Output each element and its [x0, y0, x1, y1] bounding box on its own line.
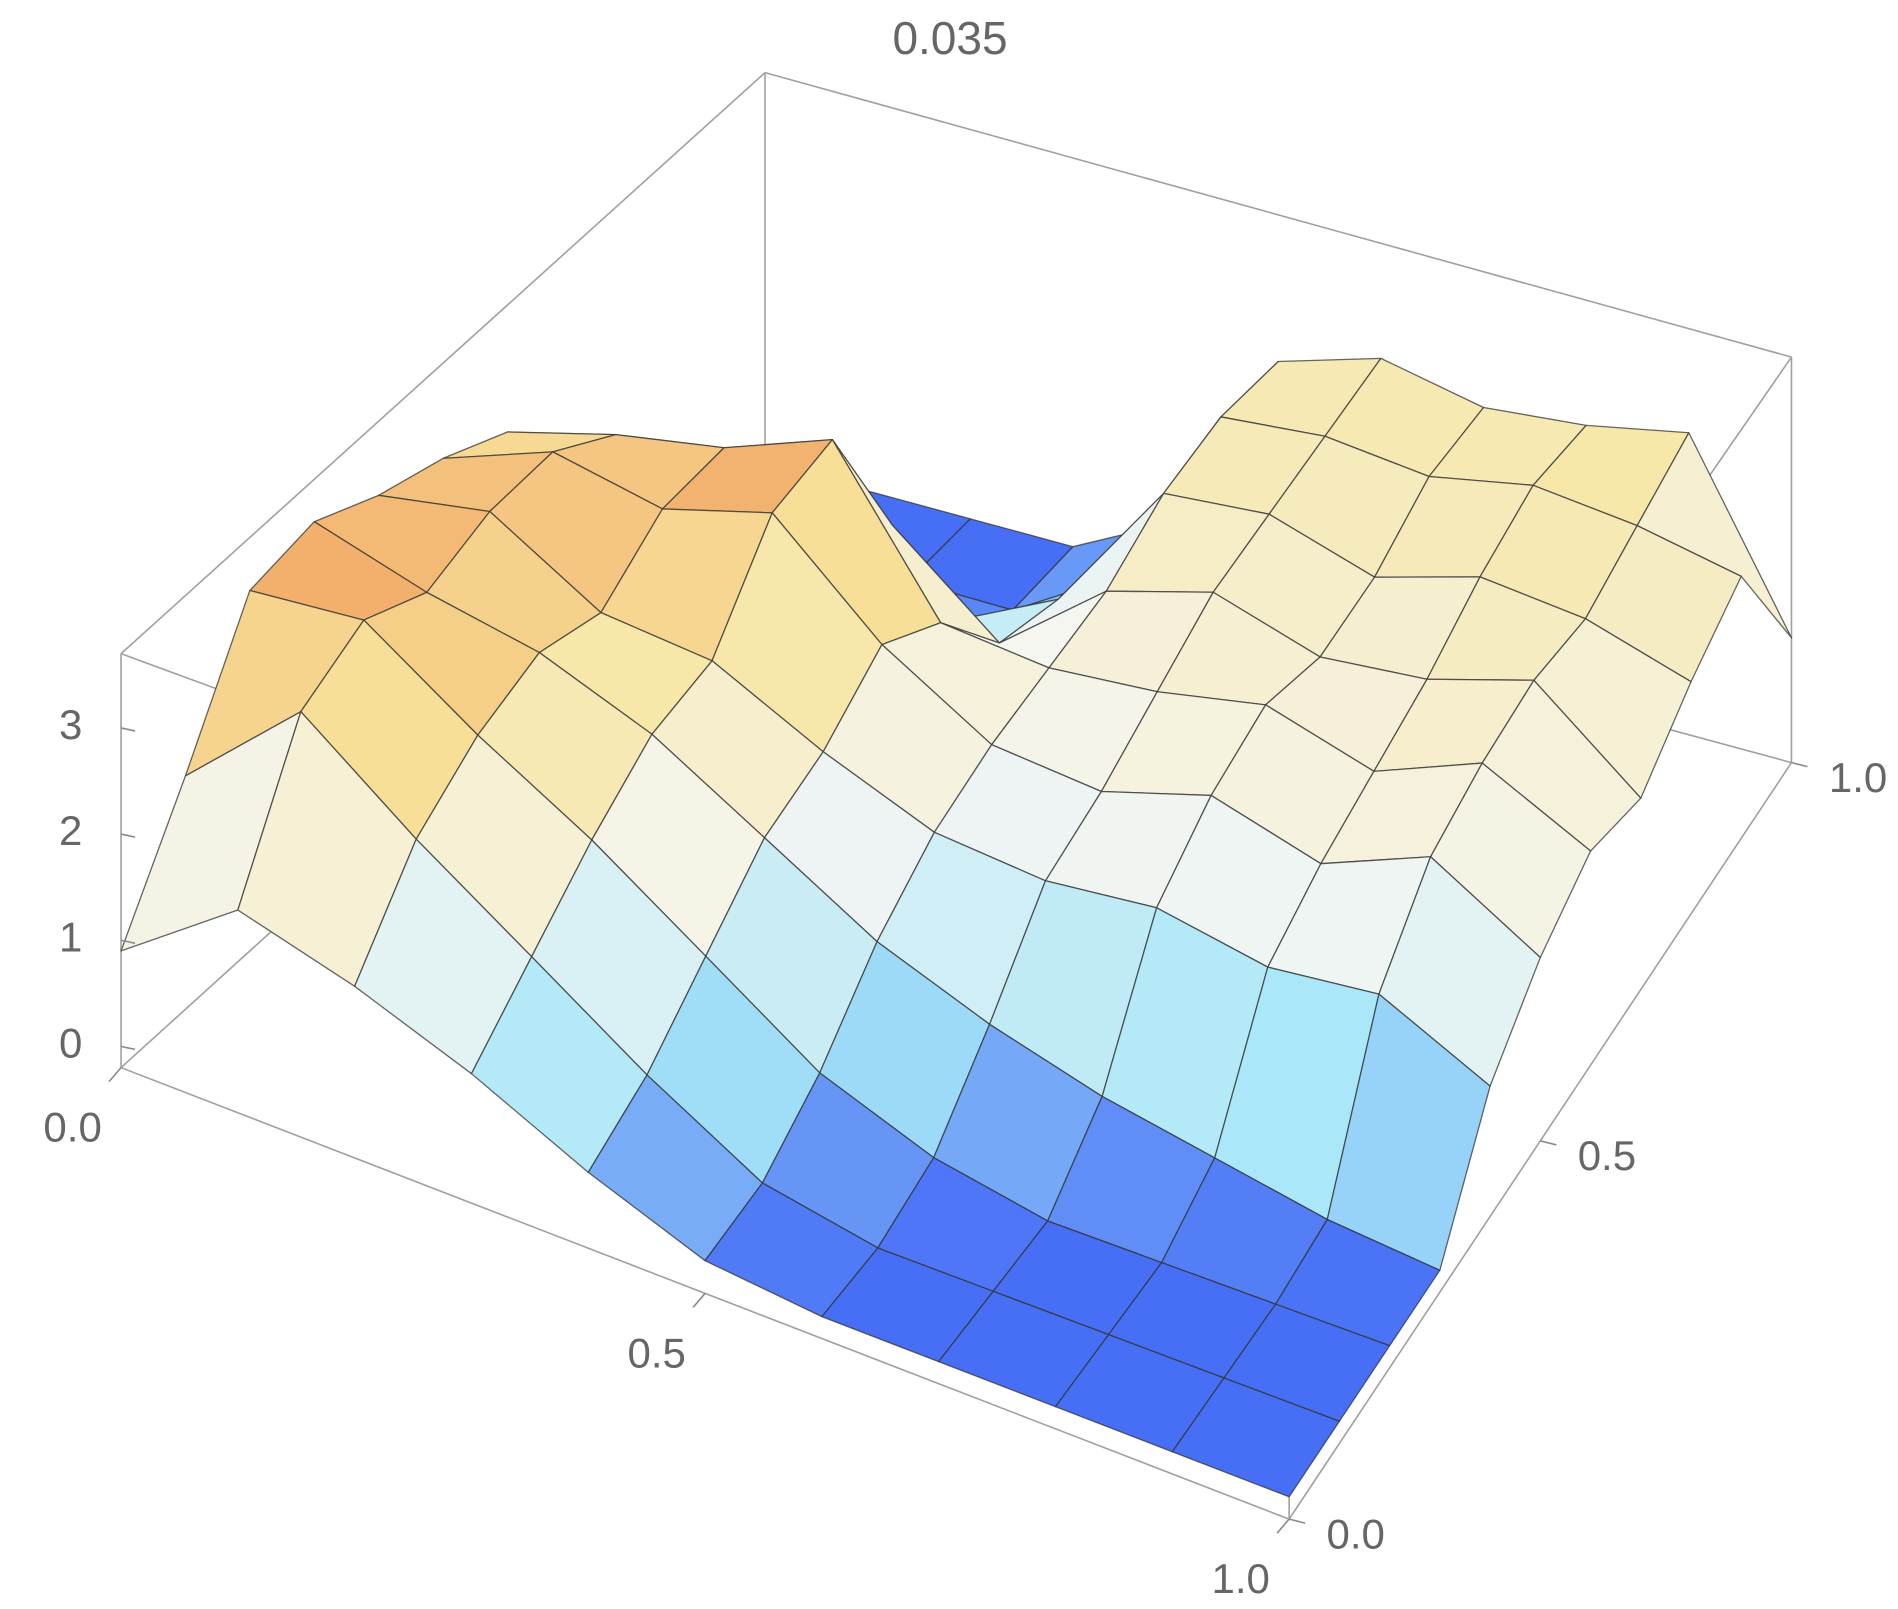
z-tick — [120, 833, 136, 838]
x-tick-label: 0.5 — [627, 1329, 685, 1376]
z-tick-label: 0 — [59, 1019, 82, 1066]
z-tick — [120, 727, 136, 732]
chart-title: 0.035 — [892, 12, 1007, 64]
z-tick-label: 2 — [59, 807, 82, 854]
box-edge — [764, 71, 1792, 358]
x-tick — [1276, 1518, 1290, 1534]
x-tick-label: 1.0 — [1212, 1555, 1270, 1602]
box-edge — [120, 72, 766, 655]
y-tick-label: 0.5 — [1578, 1132, 1636, 1179]
y-tick-label: 0.0 — [1327, 1510, 1385, 1557]
x-tick — [692, 1292, 706, 1308]
z-tick — [120, 1045, 136, 1051]
y-tick — [1540, 1140, 1557, 1146]
y-tick — [1288, 1518, 1306, 1524]
y-tick — [1791, 761, 1808, 768]
y-tick-label: 1.0 — [1829, 754, 1887, 801]
z-tick — [120, 939, 136, 945]
x-tick — [108, 1067, 122, 1083]
x-tick-label: 0.0 — [43, 1104, 101, 1151]
z-tick-label: 3 — [59, 701, 82, 748]
surface-patch — [1171, 1377, 1341, 1498]
z-tick-label: 1 — [59, 913, 82, 960]
